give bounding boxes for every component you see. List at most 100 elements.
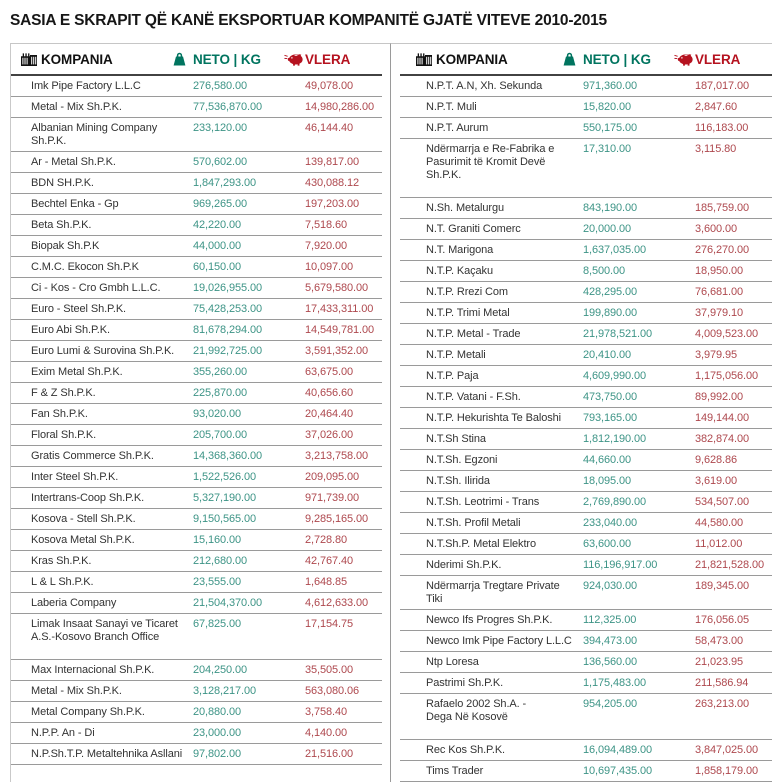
company-name: L & L Sh.P.K. bbox=[31, 576, 94, 588]
table-row: Euro Abi Sh.P.K. 81,678,294.00 14,549,78… bbox=[11, 320, 382, 341]
table-row: Intertrans-Coop Sh.P.K. 5,327,190.00 971… bbox=[11, 488, 382, 509]
vlera-value: 3,979.95 bbox=[695, 349, 738, 361]
vlera-value: 3,213,758.00 bbox=[305, 450, 369, 462]
neto-kg-value: 19,026,955.00 bbox=[193, 282, 263, 294]
factory-icon bbox=[21, 52, 37, 66]
vlera-value: 14,549,781.00 bbox=[305, 324, 375, 336]
table-row: Limak Insaat Sanayi ve Ticaret A.S.-Koso… bbox=[11, 614, 382, 660]
neto-kg-value: 75,428,253.00 bbox=[193, 303, 263, 315]
neto-kg-value: 16,094,489.00 bbox=[583, 744, 653, 756]
company-name: N.T.P. Rrezi Com bbox=[426, 286, 508, 298]
table-body-left: Imk Pipe Factory L.L.C 276,580.00 49,078… bbox=[11, 76, 382, 765]
table-row: Metal - Mix Sh.P.K. 3,128,217.00 563,080… bbox=[11, 681, 382, 702]
company-name: N.T.P. Trimi Metal bbox=[426, 307, 510, 319]
table-row: L & L Sh.P.K. 23,555.00 1,648.85 bbox=[11, 572, 382, 593]
neto-kg-value: 63,600.00 bbox=[583, 538, 632, 550]
vlera-value: 46,144.40 bbox=[305, 122, 354, 134]
company-name: N.T. Marigona bbox=[426, 244, 494, 256]
table-header: KOMPANIA NETO | KG bbox=[11, 44, 382, 76]
neto-kg-value: 67,825.00 bbox=[193, 618, 242, 630]
vlera-value: 3,758.40 bbox=[305, 706, 348, 718]
neto-kg-value: 3,128,217.00 bbox=[193, 685, 257, 697]
vlera-value: 2,728.80 bbox=[305, 534, 348, 546]
neto-kg-value: 428,295.00 bbox=[583, 286, 638, 298]
neto-kg-value: 1,522,526.00 bbox=[193, 471, 257, 483]
table-row: BDN SH.P.K. 1,847,293.00 430,088.12 bbox=[11, 173, 382, 194]
column-header-vlera: VLERA bbox=[674, 52, 772, 67]
vlera-value: 58,473.00 bbox=[695, 635, 744, 647]
company-name: N.T.P. Metali bbox=[426, 349, 486, 361]
company-name: Euro Lumi & Surovina Sh.P.K. bbox=[31, 345, 175, 357]
company-name: BDN SH.P.K. bbox=[31, 177, 94, 189]
table-row: N.T.P. Rrezi Com 428,295.00 76,681.00 bbox=[400, 282, 772, 303]
vlera-value: 382,874.00 bbox=[695, 433, 750, 445]
vlera-value: 63,675.00 bbox=[305, 366, 354, 378]
company-name: Kras Sh.P.K. bbox=[31, 555, 92, 567]
vlera-value: 42,767.40 bbox=[305, 555, 354, 567]
neto-kg-value: 205,700.00 bbox=[193, 429, 248, 441]
neto-kg-value: 15,820.00 bbox=[583, 101, 632, 113]
table-row: Nderimi Sh.P.K. 116,196,917.00 21,821,52… bbox=[400, 555, 772, 576]
vlera-value: 971,739.00 bbox=[305, 492, 360, 504]
vlera-value: 3,847,025.00 bbox=[695, 744, 759, 756]
vlera-value: 189,345.00 bbox=[695, 580, 750, 592]
neto-kg-value: 21,504,370.00 bbox=[193, 597, 263, 609]
company-name: N.P.T. Muli bbox=[426, 101, 477, 113]
company-name: Ntp Loresa bbox=[426, 656, 479, 668]
company-name: Newco Ifs Progres Sh.P.K. bbox=[426, 614, 553, 626]
neto-kg-value: 570,602.00 bbox=[193, 156, 248, 168]
vlera-value: 3,600.00 bbox=[695, 223, 738, 235]
companies-table-right: KOMPANIA NETO | KG bbox=[390, 43, 772, 782]
neto-kg-value: 97,802.00 bbox=[193, 748, 242, 760]
vlera-value: 4,009,523.00 bbox=[695, 328, 759, 340]
table-row: N.T.P. Metal - Trade 21,978,521.00 4,009… bbox=[400, 324, 772, 345]
company-name: Kosova - Stell Sh.P.K. bbox=[31, 513, 136, 525]
neto-kg-value: 77,536,870.00 bbox=[193, 101, 263, 113]
vlera-value: 18,950.00 bbox=[695, 265, 744, 277]
tables-container: KOMPANIA NETO | KG bbox=[10, 43, 772, 782]
vlera-value: 1,858,179.00 bbox=[695, 765, 759, 777]
neto-kg-value: 21,978,521.00 bbox=[583, 328, 653, 340]
table-row: N.T.Sh.P. Metal Elektro 63,600.00 11,012… bbox=[400, 534, 772, 555]
table-row: N.T.Sh. Profil Metali 233,040.00 44,580.… bbox=[400, 513, 772, 534]
neto-kg-value: 60,150.00 bbox=[193, 261, 242, 273]
vlera-value: 21,023.95 bbox=[695, 656, 744, 668]
company-name: Beta Sh.P.K. bbox=[31, 219, 92, 231]
company-name: Inter Steel Sh.P.K. bbox=[31, 471, 119, 483]
table-row: N.T. Marigona 1,637,035.00 276,270.00 bbox=[400, 240, 772, 261]
table-row: Kosova Metal Sh.P.K. 15,160.00 2,728.80 bbox=[11, 530, 382, 551]
company-name: N.T.P. Hekurishta Te Baloshi bbox=[426, 412, 561, 424]
vlera-value: 11,012.00 bbox=[695, 538, 743, 550]
company-name: N.T. Graniti Comerc bbox=[426, 223, 521, 235]
vlera-value: 9,628.86 bbox=[695, 454, 738, 466]
table-row: F & Z Sh.P.K. 225,870.00 40,656.60 bbox=[11, 383, 382, 404]
neto-kg-value: 1,637,035.00 bbox=[583, 244, 647, 256]
company-name: Euro Abi Sh.P.K. bbox=[31, 324, 110, 336]
vlera-value: 197,203.00 bbox=[305, 198, 360, 210]
piggy-bank-icon bbox=[674, 54, 693, 66]
neto-kg-value: 1,175,483.00 bbox=[583, 677, 647, 689]
table-row: N.P.T. Aurum 550,175.00 116,183.00 bbox=[400, 118, 772, 139]
table-row: Exim Metal Sh.P.K. 355,260.00 63,675.00 bbox=[11, 362, 382, 383]
vlera-value: 149,144.00 bbox=[695, 412, 750, 424]
neto-kg-value: 15,160.00 bbox=[193, 534, 242, 546]
company-name: N.T.P. Metal - Trade bbox=[426, 328, 521, 340]
table-row: Bechtel Enka - Gp 969,265.00 197,203.00 bbox=[11, 194, 382, 215]
neto-kg-value: 20,880.00 bbox=[193, 706, 242, 718]
table-row: N.Sh. Metalurgu 843,190.00 185,759.00 bbox=[400, 198, 772, 219]
neto-kg-value: 42,220.00 bbox=[193, 219, 242, 231]
neto-kg-value: 81,678,294.00 bbox=[193, 324, 263, 336]
vlera-value: 176,056.05 bbox=[695, 614, 750, 626]
neto-kg-value: 212,680.00 bbox=[193, 555, 248, 567]
vlera-value: 17,433,311.00 bbox=[305, 303, 374, 315]
column-header-neto: NETO | KG bbox=[173, 52, 305, 67]
company-name: N.P.T. Aurum bbox=[426, 122, 489, 134]
table-row: Max Internacional Sh.P.K. 204,250.00 35,… bbox=[11, 660, 382, 681]
neto-kg-value: 199,890.00 bbox=[583, 307, 638, 319]
company-name: N.T.P. Paja bbox=[426, 370, 479, 382]
vlera-value: 44,580.00 bbox=[695, 517, 744, 529]
table-row: Kosova - Stell Sh.P.K. 9,150,565.00 9,28… bbox=[11, 509, 382, 530]
vlera-value: 3,591,352.00 bbox=[305, 345, 369, 357]
company-name: Ndërmarrja e Re-Fabrika e Pasurimit të K… bbox=[426, 143, 555, 181]
